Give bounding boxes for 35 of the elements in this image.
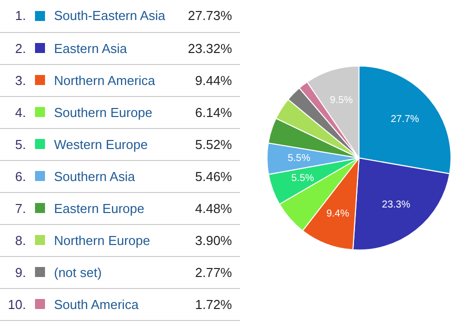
legend-label: Southern Asia (54, 168, 136, 186)
text: 27.7% (390, 114, 420, 125)
text: 23.3% (382, 200, 410, 211)
data-label: 5.52% (194, 136, 233, 154)
data-label: 6.14% (194, 104, 233, 122)
data-label: 9.44% (194, 72, 233, 90)
legend-label: South America (54, 296, 140, 314)
legend-label: Eastern Europe (54, 200, 146, 218)
data-label: 3.90% (194, 232, 233, 250)
text: 4. (14, 104, 26, 122)
text: 8. (14, 232, 26, 250)
legend-label: Northern Europe (54, 232, 152, 250)
legend-label: Western Europe (54, 136, 149, 154)
text: 2. (14, 40, 26, 58)
legend-label: Northern America (54, 72, 156, 90)
data-label: 4.48% (194, 200, 233, 218)
legend-label: (not set) (54, 264, 103, 282)
text: 5.5% (291, 173, 314, 184)
text: 7. (14, 200, 26, 218)
text: 3. (14, 72, 26, 90)
text: 5. (14, 136, 26, 154)
legend-label: South-Eastern Asia (54, 7, 166, 26)
data-label: 27.73% (186, 7, 233, 26)
data-label: 5.46% (194, 168, 233, 186)
text: 10. (6, 296, 26, 314)
text: 5.5% (288, 152, 310, 164)
data-label: 2.77% (194, 264, 233, 282)
legend-label: Eastern Asia (54, 40, 128, 58)
data-label: 1.72% (194, 296, 233, 314)
text: 6. (14, 168, 26, 186)
text: 1. (14, 7, 26, 26)
data-label: 23.32% (186, 40, 233, 58)
text: 9. (14, 264, 26, 282)
legend-label: Southern Europe (54, 104, 154, 122)
text: 9.4% (326, 208, 350, 220)
